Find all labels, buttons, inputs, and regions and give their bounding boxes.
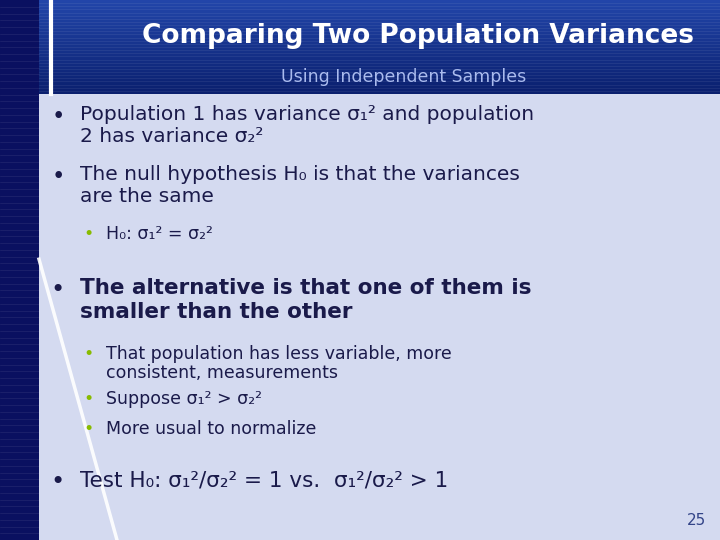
Text: consistent, measurements: consistent, measurements: [106, 364, 338, 382]
FancyBboxPatch shape: [39, 72, 720, 73]
FancyBboxPatch shape: [39, 21, 720, 22]
FancyBboxPatch shape: [39, 75, 720, 77]
Text: •: •: [83, 345, 93, 363]
Text: •: •: [51, 278, 65, 302]
FancyBboxPatch shape: [39, 61, 720, 63]
FancyBboxPatch shape: [39, 44, 720, 45]
FancyBboxPatch shape: [39, 50, 720, 52]
Text: Population 1 has variance σ₁² and population: Population 1 has variance σ₁² and popula…: [80, 105, 534, 124]
FancyBboxPatch shape: [39, 2, 720, 3]
FancyBboxPatch shape: [39, 49, 720, 50]
FancyBboxPatch shape: [39, 25, 720, 26]
FancyBboxPatch shape: [39, 59, 720, 61]
FancyBboxPatch shape: [39, 26, 720, 28]
FancyBboxPatch shape: [39, 71, 720, 72]
FancyBboxPatch shape: [39, 31, 720, 33]
Text: •: •: [51, 470, 65, 494]
Text: •: •: [83, 420, 93, 438]
FancyBboxPatch shape: [39, 24, 720, 25]
FancyBboxPatch shape: [39, 92, 720, 94]
Text: are the same: are the same: [80, 187, 214, 206]
FancyBboxPatch shape: [39, 8, 720, 9]
Text: •: •: [51, 165, 65, 188]
FancyBboxPatch shape: [39, 3, 720, 5]
Text: More usual to normalize: More usual to normalize: [106, 420, 316, 438]
FancyBboxPatch shape: [39, 17, 720, 19]
FancyBboxPatch shape: [39, 28, 720, 30]
Polygon shape: [39, 259, 137, 540]
FancyBboxPatch shape: [39, 68, 720, 69]
FancyBboxPatch shape: [39, 89, 720, 91]
FancyBboxPatch shape: [39, 55, 720, 56]
Text: Using Independent Samples: Using Independent Samples: [281, 68, 526, 86]
FancyBboxPatch shape: [39, 66, 720, 68]
Polygon shape: [0, 0, 39, 540]
FancyBboxPatch shape: [39, 33, 720, 35]
FancyBboxPatch shape: [39, 14, 720, 16]
FancyBboxPatch shape: [39, 85, 720, 86]
FancyBboxPatch shape: [39, 30, 720, 31]
Text: Suppose σ₁² > σ₂²: Suppose σ₁² > σ₂²: [106, 390, 262, 408]
FancyBboxPatch shape: [39, 47, 720, 49]
FancyBboxPatch shape: [39, 86, 720, 87]
FancyBboxPatch shape: [39, 35, 720, 36]
FancyBboxPatch shape: [39, 52, 720, 53]
Text: •: •: [51, 105, 65, 128]
FancyBboxPatch shape: [39, 63, 720, 64]
FancyBboxPatch shape: [39, 36, 720, 38]
FancyBboxPatch shape: [39, 82, 720, 83]
Text: smaller than the other: smaller than the other: [80, 302, 353, 322]
FancyBboxPatch shape: [39, 9, 720, 11]
Text: Comparing Two Population Variances: Comparing Two Population Variances: [142, 23, 693, 49]
FancyBboxPatch shape: [39, 38, 720, 39]
FancyBboxPatch shape: [39, 5, 720, 6]
FancyBboxPatch shape: [39, 64, 720, 66]
FancyBboxPatch shape: [39, 0, 720, 2]
FancyBboxPatch shape: [39, 91, 720, 92]
FancyBboxPatch shape: [39, 42, 720, 44]
FancyBboxPatch shape: [39, 45, 720, 47]
FancyBboxPatch shape: [39, 6, 720, 8]
Text: The null hypothesis H₀ is that the variances: The null hypothesis H₀ is that the varia…: [80, 165, 520, 184]
FancyBboxPatch shape: [39, 69, 720, 71]
FancyBboxPatch shape: [39, 56, 720, 58]
FancyBboxPatch shape: [39, 12, 720, 14]
Text: •: •: [83, 225, 93, 243]
FancyBboxPatch shape: [39, 19, 720, 21]
FancyBboxPatch shape: [39, 39, 720, 40]
FancyBboxPatch shape: [39, 58, 720, 59]
FancyBboxPatch shape: [39, 83, 720, 85]
FancyBboxPatch shape: [39, 22, 720, 24]
FancyBboxPatch shape: [39, 78, 720, 80]
FancyBboxPatch shape: [39, 16, 720, 17]
Text: Test H₀: σ₁²/σ₂² = 1 vs.  σ₁²/σ₂² > 1: Test H₀: σ₁²/σ₂² = 1 vs. σ₁²/σ₂² > 1: [80, 470, 449, 490]
FancyBboxPatch shape: [39, 40, 720, 42]
Text: 2 has variance σ₂²: 2 has variance σ₂²: [80, 127, 264, 146]
Text: The alternative is that one of them is: The alternative is that one of them is: [80, 278, 531, 298]
FancyBboxPatch shape: [39, 73, 720, 75]
Text: 25: 25: [687, 513, 706, 528]
FancyBboxPatch shape: [39, 87, 720, 89]
FancyBboxPatch shape: [39, 77, 720, 78]
FancyBboxPatch shape: [39, 53, 720, 55]
Text: That population has less variable, more: That population has less variable, more: [106, 345, 451, 363]
Text: •: •: [83, 390, 93, 408]
Text: H₀: σ₁² = σ₂²: H₀: σ₁² = σ₂²: [106, 225, 213, 243]
FancyBboxPatch shape: [39, 80, 720, 82]
FancyBboxPatch shape: [39, 11, 720, 12]
